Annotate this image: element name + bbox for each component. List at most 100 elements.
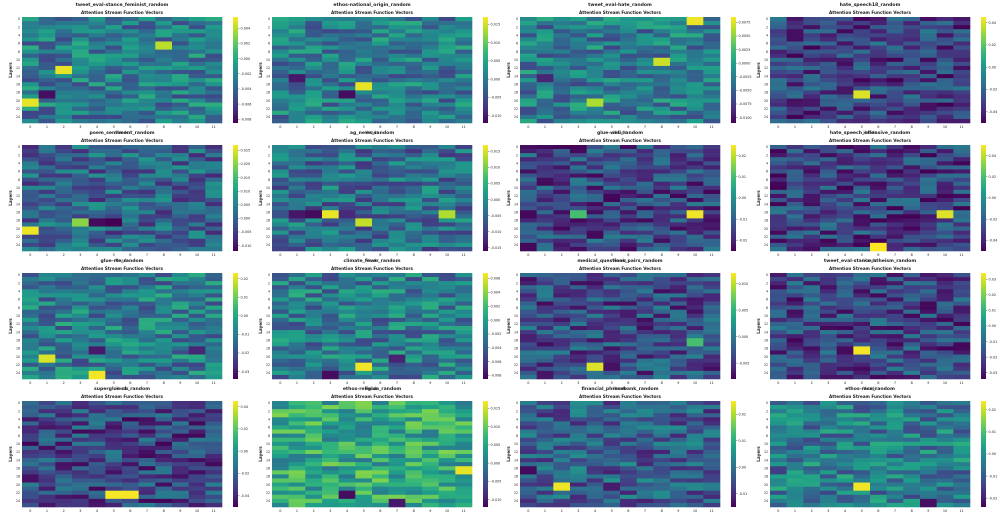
colorbar-tick-label: -0.008 [241,117,252,121]
y-tick-label: 8 [18,178,20,182]
heatmap-cell [455,330,473,335]
heatmap-cell [172,157,189,162]
heatmap-cell [305,53,323,59]
heatmap-cell [903,374,921,380]
heatmap-cell [405,210,423,215]
heatmap-cell [288,74,306,79]
heatmap-cell [72,281,89,286]
heatmap-cell [653,70,671,75]
heatmap-cell [820,362,837,368]
heatmap-cell [786,222,804,227]
y-tick-label: 2 [18,281,20,285]
heatmap-cell [272,230,289,235]
heatmap-cell [322,498,339,504]
heatmap-cell [870,362,887,368]
heatmap-cell [72,334,89,339]
heatmap-cell [936,230,954,235]
heatmap-cell [620,350,637,355]
heatmap-cell [836,338,854,343]
heatmap-cell [22,53,39,59]
heatmap-cell [38,289,56,294]
heatmap-cell [88,441,106,447]
heatmap-cell [338,297,356,302]
heatmap-cell [372,482,389,487]
heatmap-cell [553,366,571,372]
heatmap-cell [72,413,89,418]
heatmap-cell [172,90,189,95]
heatmap-cell [288,65,306,71]
heatmap-cell [770,366,787,372]
heatmap-cell [138,234,156,240]
heatmap-cell [155,417,173,422]
heatmap-cell [936,326,954,331]
heatmap-cell [105,470,123,475]
heatmap-cell [886,145,904,150]
heatmap-cell [886,41,904,46]
heatmap-cell [155,214,173,219]
heatmap-cell [620,313,637,319]
heatmap-cell [88,429,106,434]
heatmap-cell [122,494,139,500]
heatmap-cell [438,98,456,103]
heatmap-cell [372,441,389,447]
heatmap-cell [820,242,837,248]
heatmap-cell [903,25,921,30]
heatmap-cell [88,65,106,71]
heatmap-cell [388,498,406,504]
heatmap-cell [536,297,554,302]
heatmap-cell [272,413,289,418]
heatmap-cell [422,21,439,26]
colorbar-tick-label: 0.005 [739,308,749,312]
heatmap-cell [38,285,56,290]
heatmap-cell [388,297,406,302]
heatmap-cell [22,433,39,438]
heatmap-cell [803,321,821,327]
heatmap-cell [820,309,837,315]
heatmap-cell [22,70,39,75]
heatmap-cell [55,189,73,195]
colorbar-tick-label: 0.04 [989,21,997,25]
heatmap-cell [786,118,804,124]
heatmap-cell [553,354,571,359]
heatmap-cell [770,45,787,50]
heatmap-cell [88,169,106,174]
heatmap-cell [636,330,654,335]
heatmap-cell [438,413,456,418]
heatmap-cell [38,474,56,479]
heatmap-cell [853,169,871,174]
heatmap-cell [586,78,604,83]
colorbar-tick-label: 0.005 [491,182,501,186]
heatmap-cell [553,309,571,315]
heatmap-cell [105,413,123,418]
heatmap-cell [686,277,704,282]
heatmap-cell [636,354,654,359]
heatmap-cell [405,74,423,79]
heatmap-cell [338,165,356,170]
heatmap-cell [603,173,621,178]
heatmap-cell [105,502,123,508]
heatmap-cell [853,330,871,335]
heatmap-cell [105,437,123,443]
x-tick-label: 0 [279,253,281,257]
heatmap-cell [636,21,654,26]
heatmap-cell [438,214,456,219]
colorbar-tick-label: 0.00 [989,196,997,200]
heatmap-cell [936,198,954,203]
heatmap-cell [72,502,89,508]
heatmap-cell [55,437,73,443]
heatmap-cell [355,29,373,34]
heatmap-cell [322,297,339,302]
heatmap-cell [105,309,123,315]
heatmap-cell [72,305,89,310]
y-tick-label: 4 [516,34,518,38]
heatmap-cell [188,458,206,463]
heatmap-cell [205,309,223,315]
heatmap-cell [355,486,373,491]
heatmap-cell [920,297,937,302]
heatmap-cell [620,65,637,71]
heatmap-cell [886,118,904,124]
heatmap-cell [105,273,123,278]
y-tick-label: 24 [266,243,270,247]
